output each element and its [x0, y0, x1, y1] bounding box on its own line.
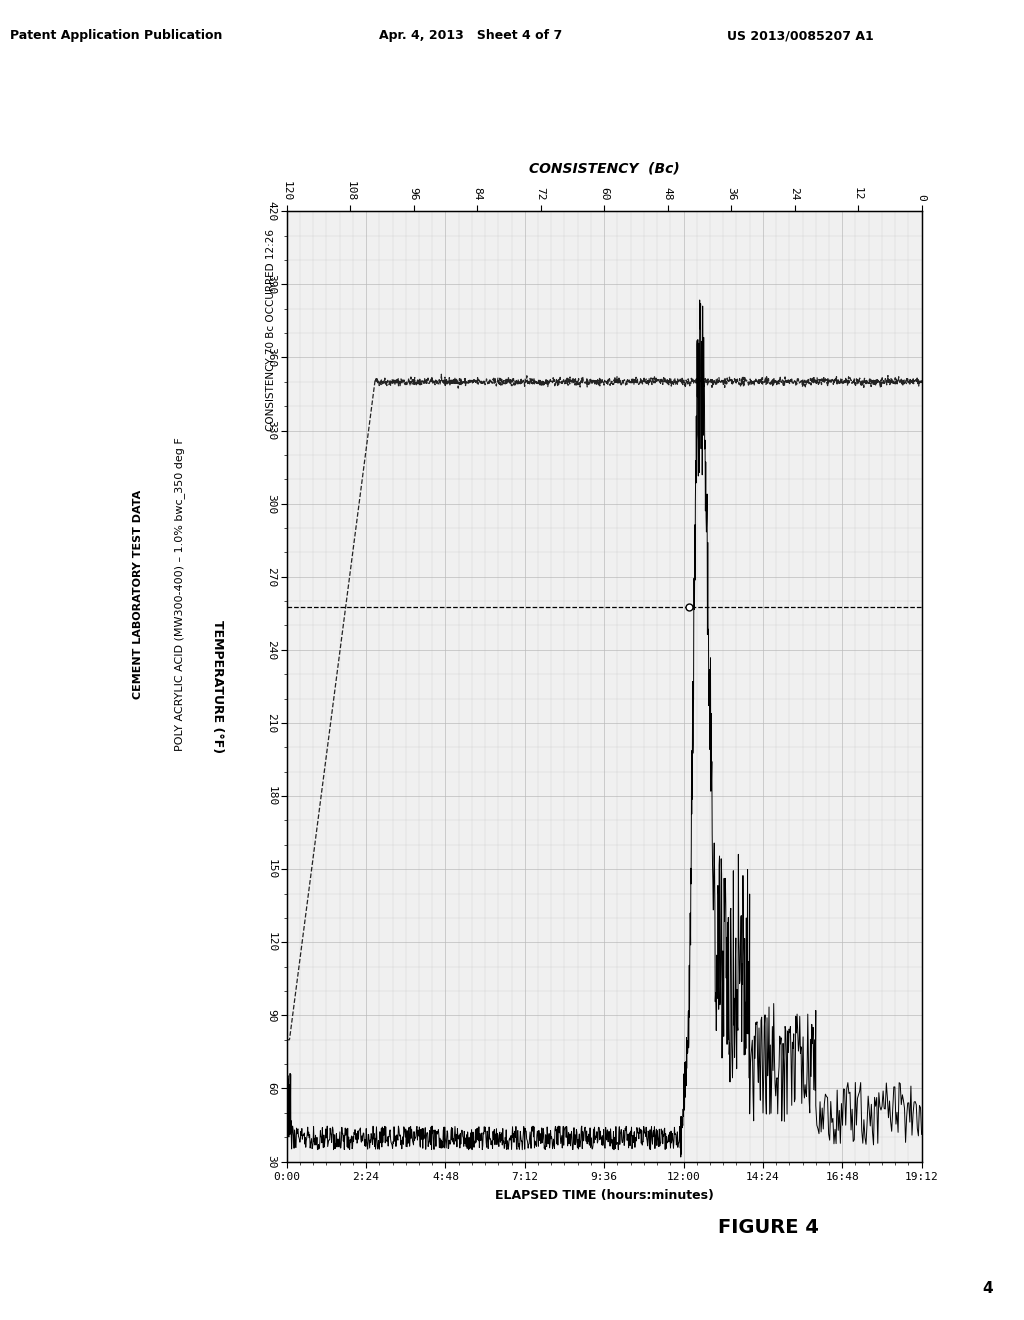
Text: FIGURE 4: FIGURE 4	[718, 1218, 818, 1237]
X-axis label: ELAPSED TIME (hours:minutes): ELAPSED TIME (hours:minutes)	[495, 1189, 714, 1203]
Text: CONSISTENCY 70 Bc OCCURRED 12:26: CONSISTENCY 70 Bc OCCURRED 12:26	[266, 228, 276, 432]
Text: US 2013/0085207 A1: US 2013/0085207 A1	[727, 29, 873, 42]
Text: Apr. 4, 2013   Sheet 4 of 7: Apr. 4, 2013 Sheet 4 of 7	[379, 29, 562, 42]
Y-axis label: TEMPERATURE (°F): TEMPERATURE (°F)	[211, 620, 224, 752]
X-axis label: CONSISTENCY  (Bc): CONSISTENCY (Bc)	[528, 161, 680, 176]
Text: Patent Application Publication: Patent Application Publication	[10, 29, 222, 42]
Text: POLY ACRYLIC ACID (MW300-400) – 1.0% bwc_350 deg F: POLY ACRYLIC ACID (MW300-400) – 1.0% bwc…	[174, 437, 184, 751]
Text: CEMENT LABORATORY TEST DATA: CEMENT LABORATORY TEST DATA	[133, 490, 143, 698]
Text: 4: 4	[983, 1282, 993, 1296]
